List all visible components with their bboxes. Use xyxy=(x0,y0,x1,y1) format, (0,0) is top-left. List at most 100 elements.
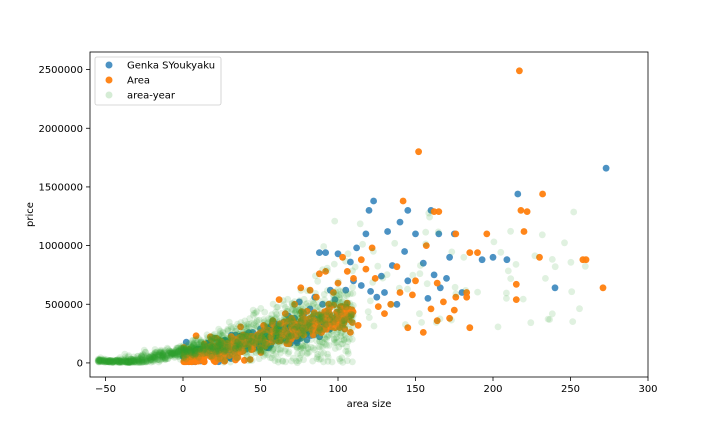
data-point-area-year xyxy=(282,304,289,311)
data-point-area-year xyxy=(109,359,116,366)
data-point-area-year xyxy=(301,319,309,327)
data-point-area-year xyxy=(314,353,321,361)
data-point-area-year xyxy=(268,318,275,326)
data-point-area-year xyxy=(206,336,214,343)
data-point-area-year xyxy=(490,238,498,246)
data-point-area-year xyxy=(346,335,353,343)
data-point-area-year xyxy=(210,340,218,347)
data-point-area-year xyxy=(125,358,133,366)
data-point-area-year xyxy=(173,349,180,356)
data-point-area-year xyxy=(225,354,233,361)
data-point-area-year xyxy=(150,351,158,359)
data-point-area-year xyxy=(113,356,121,364)
data-point-area-year xyxy=(234,338,242,345)
data-point-area xyxy=(303,307,311,315)
data-point-area-year xyxy=(247,329,255,336)
data-point-area-year xyxy=(187,347,194,355)
data-point-area-year xyxy=(261,351,269,358)
data-point-area-year xyxy=(329,318,337,326)
data-point-area-year xyxy=(321,340,329,348)
data-point-area-year xyxy=(284,295,292,303)
data-point-area-year xyxy=(170,351,178,359)
data-point-area-year xyxy=(115,356,123,364)
data-point-area-year xyxy=(173,345,181,352)
legend-label-area: Area xyxy=(127,76,150,87)
data-point-area-year xyxy=(567,258,575,266)
data-point-area-year xyxy=(104,358,111,366)
data-point-area-year xyxy=(325,342,333,349)
data-point-area-year xyxy=(117,357,124,365)
data-point-area-year xyxy=(179,345,187,353)
data-point-area-year xyxy=(374,262,382,270)
data-point-area-year xyxy=(299,306,306,313)
data-point-area-year xyxy=(246,340,254,347)
data-point-area-year xyxy=(215,341,222,349)
data-point-area-year xyxy=(175,350,183,358)
data-point-area-year xyxy=(113,356,120,364)
data-point-area-year xyxy=(181,346,189,354)
data-point-area-year xyxy=(107,358,114,365)
data-point-area-year xyxy=(168,350,175,358)
data-point-area-year xyxy=(314,296,322,304)
data-point-area-year xyxy=(151,353,159,361)
data-point-area-year xyxy=(143,357,151,365)
data-point-area-year xyxy=(318,313,326,320)
data-point-area-year xyxy=(247,338,255,346)
data-point-area-year xyxy=(150,350,158,358)
data-point-area-year xyxy=(237,319,245,326)
data-point-area-year xyxy=(194,345,202,353)
data-point-area-year xyxy=(245,335,253,343)
data-point-area-year xyxy=(260,352,268,360)
x-axis-ticks: −50 0 50 100 150 200 250 300 xyxy=(95,377,658,395)
data-point-area-year xyxy=(240,321,248,329)
data-point-area-year xyxy=(197,344,205,352)
data-point-area-year xyxy=(146,354,153,361)
data-point-area-year xyxy=(175,347,183,355)
data-point-area-year xyxy=(209,332,217,339)
data-point-area-year xyxy=(259,349,266,356)
data-point-area-year xyxy=(207,342,215,350)
data-point-area-year xyxy=(214,334,221,342)
data-point-area-year xyxy=(176,350,184,358)
data-point-area-year xyxy=(404,285,411,293)
data-point-area-year xyxy=(297,332,305,339)
data-point-area-year xyxy=(317,315,324,323)
data-point-area-year xyxy=(316,326,324,334)
data-point-area-year xyxy=(388,301,395,308)
data-point-area-year xyxy=(125,358,133,366)
data-point-area-year xyxy=(182,347,190,354)
data-point-area-year xyxy=(255,316,263,324)
data-point-area-year xyxy=(151,351,159,359)
data-point-area-year xyxy=(570,208,578,216)
data-point-area-year xyxy=(120,356,127,364)
data-point-area-year xyxy=(257,337,265,345)
data-point-area-year xyxy=(292,323,299,331)
data-point-area-year xyxy=(122,357,130,365)
data-point-area-year xyxy=(159,350,166,358)
data-point-area-year xyxy=(125,357,133,364)
data-point-area-year xyxy=(304,299,311,307)
data-point-area-year xyxy=(161,355,168,363)
data-point-area-year xyxy=(98,356,106,364)
data-point-area-year xyxy=(125,358,133,366)
data-point-area-year xyxy=(103,358,111,365)
data-point-area xyxy=(362,265,370,273)
data-point-area-year xyxy=(209,344,217,352)
data-point-area-year xyxy=(255,355,263,363)
data-point-area-year xyxy=(170,351,178,359)
data-point-area-year xyxy=(285,324,292,332)
data-point-area-year xyxy=(261,318,269,325)
data-point-area-year xyxy=(165,349,173,357)
data-point-area-year xyxy=(283,337,290,345)
data-point-area-year xyxy=(305,302,312,310)
data-point-area-year xyxy=(114,358,122,366)
data-point-area-year xyxy=(142,348,149,356)
data-point-area xyxy=(354,322,362,329)
data-point-genka-syoukyaku xyxy=(503,256,511,264)
data-point-area-year xyxy=(322,308,330,316)
data-point-area-year xyxy=(235,331,243,339)
data-point-area-year xyxy=(305,320,313,327)
data-point-area-year xyxy=(177,342,184,350)
data-point-area-year xyxy=(173,351,181,358)
data-point-area-year xyxy=(292,332,300,340)
